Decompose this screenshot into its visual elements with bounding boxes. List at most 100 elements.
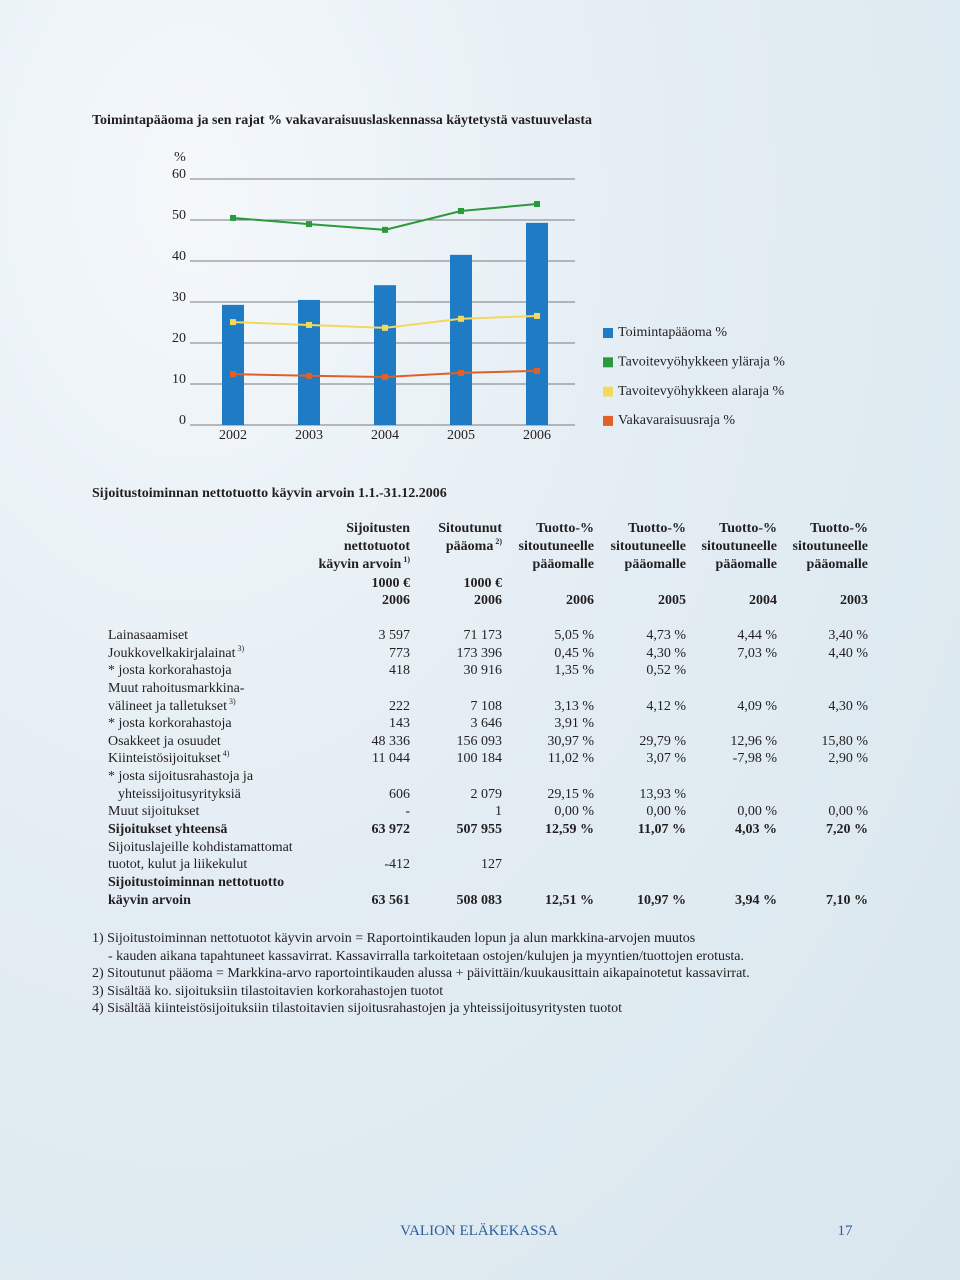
column-header: Tuotto-%: [628, 520, 686, 538]
table-cell: 15,80 %: [821, 733, 868, 749]
table-cell: 5,05 %: [554, 628, 594, 643]
label-text: Sijoitukset yhteensä: [108, 822, 228, 838]
label-text: käyvin arvoin: [108, 892, 191, 908]
row-label: Sijoitukset yhteensä: [108, 821, 227, 839]
table-cell: -7,98 %: [732, 751, 777, 767]
y-tick-label: 20: [172, 331, 186, 346]
table-cell: 4,44 %: [737, 628, 777, 643]
row-label: välineet ja talletukset 3): [108, 697, 236, 716]
label-text: Sijoituslajeille kohdistamattomat: [108, 839, 293, 855]
column-header: sitoutuneelle: [793, 538, 868, 556]
line: [232, 203, 538, 231]
header-text: pääomalle: [715, 557, 777, 572]
label-text: * josta sijoitusrahastoja ja: [108, 769, 254, 785]
table-cell: 11,07 %: [637, 822, 686, 838]
footnote-ref: 2): [495, 537, 502, 546]
table-title: Sijoitustoiminnan nettotuotto käyvin arv…: [92, 486, 447, 501]
row-label: Muut sijoitukset: [108, 803, 199, 821]
x-tick-label: 2006: [523, 428, 551, 443]
label-text: Sijoitustoiminnan nettotuotto: [108, 874, 285, 890]
table-cell: 0,00 %: [737, 804, 777, 820]
table-cell: 2 079: [470, 786, 503, 802]
header-text: sitoutuneelle: [701, 539, 777, 554]
column-year: 2005: [658, 593, 686, 608]
table-cell: 4,73 %: [646, 628, 686, 643]
marker: [306, 221, 312, 228]
column-year: 2006: [566, 593, 594, 608]
marker: [382, 374, 388, 381]
legend-swatch: [603, 357, 613, 368]
header-text: Tuotto-%: [628, 521, 686, 536]
legend-swatch: [603, 415, 613, 426]
label-text: tuotot, kulut ja liikekulut: [108, 857, 248, 873]
x-tick-label: 2002: [219, 428, 247, 443]
table-cell: 1: [495, 804, 502, 820]
x-tick-label: 2005: [447, 428, 475, 443]
marker: [382, 324, 388, 331]
y-tick-label: 30: [172, 290, 186, 305]
table-cell: 29,79 %: [639, 733, 686, 749]
label-text: välineet ja talletukset: [108, 698, 227, 714]
table-cell: -: [405, 804, 410, 820]
table-cell: 12,96 %: [730, 733, 777, 749]
row-label: * josta korkorahastoja: [108, 715, 232, 733]
table-cell: 3,94 %: [735, 892, 777, 908]
marker: [534, 201, 540, 208]
column-header: Tuotto-%: [536, 520, 594, 538]
header-text: pääoma: [445, 539, 494, 554]
header-text: sitoutuneelle: [518, 539, 594, 554]
table-cell: 173 396: [456, 645, 503, 661]
marker: [458, 369, 464, 376]
column-header: sitoutuneelle: [519, 538, 594, 556]
legend-swatch: [603, 328, 613, 338]
marker: [458, 207, 464, 214]
column-header: pääoma 2): [446, 538, 502, 556]
marker: [230, 214, 236, 221]
x-tick-label: 2004: [371, 428, 399, 443]
table-cell: 3,91 %: [554, 716, 594, 732]
legend-label: Toimintapääoma %: [618, 325, 727, 340]
header-text: käyvin arvoin: [318, 557, 402, 572]
y-tick-label: 60: [172, 167, 186, 182]
table-cell: 143: [389, 716, 410, 732]
table-cell: 3,13 %: [554, 698, 594, 714]
table-cell: 0,00 %: [554, 804, 594, 820]
column-header: sitoutuneelle: [702, 538, 777, 556]
footnote-ref: 1): [403, 555, 410, 564]
row-label: * josta sijoitusrahastoja ja: [108, 768, 253, 786]
column-header: nettotuotot: [344, 538, 410, 556]
table-cell: 507 955: [456, 822, 503, 838]
header-text: pääomalle: [532, 557, 594, 572]
table-cell: 4,30 %: [828, 698, 868, 714]
table-cell: 12,51 %: [545, 892, 594, 908]
table-cell: 100 184: [456, 751, 503, 767]
label-text: Kiinteistösijoitukset: [108, 751, 221, 767]
column-header: Tuotto-%: [719, 520, 777, 538]
table-cell: 13,93 %: [639, 786, 686, 802]
column-header: pääomalle: [807, 556, 868, 574]
bar: [526, 222, 548, 425]
row-label: * josta korkorahastoja: [108, 662, 232, 680]
row-label: Kiinteistösijoitukset 4): [108, 750, 229, 768]
label-text: Lainasaamiset: [108, 628, 189, 643]
marker: [534, 367, 540, 374]
y-tick-label: 0: [179, 413, 186, 428]
header-text: Tuotto-%: [719, 521, 777, 536]
page-number: 17: [837, 1223, 853, 1239]
table-cell: 606: [389, 786, 410, 802]
table-cell: 71 173: [463, 628, 503, 643]
table-cell: 7,10 %: [826, 892, 868, 908]
chart: % 0 10 20 30 40 50 60 2002 2003 2004 2005 2006 Toimin…: [172, 150, 785, 443]
header-text: Sijoitusten: [346, 521, 410, 536]
table-cell: 4,12 %: [646, 698, 686, 714]
table-cell: 7 108: [470, 698, 503, 714]
table-cell: 3 597: [378, 628, 411, 643]
table-cell: 11,02 %: [547, 751, 594, 767]
table-cell: 0,45 %: [554, 645, 594, 661]
legend-label: Tavoitevyöhykkeen yläraja %: [618, 355, 785, 370]
label-text: * josta korkorahastoja: [108, 663, 232, 679]
footnote: 1) Sijoitustoiminnan nettotuotot käyvin …: [92, 931, 696, 946]
table-cell: 7,03 %: [737, 645, 777, 661]
row-label: Joukkovelkakirjalainat 3): [108, 644, 244, 663]
marker: [306, 372, 312, 379]
